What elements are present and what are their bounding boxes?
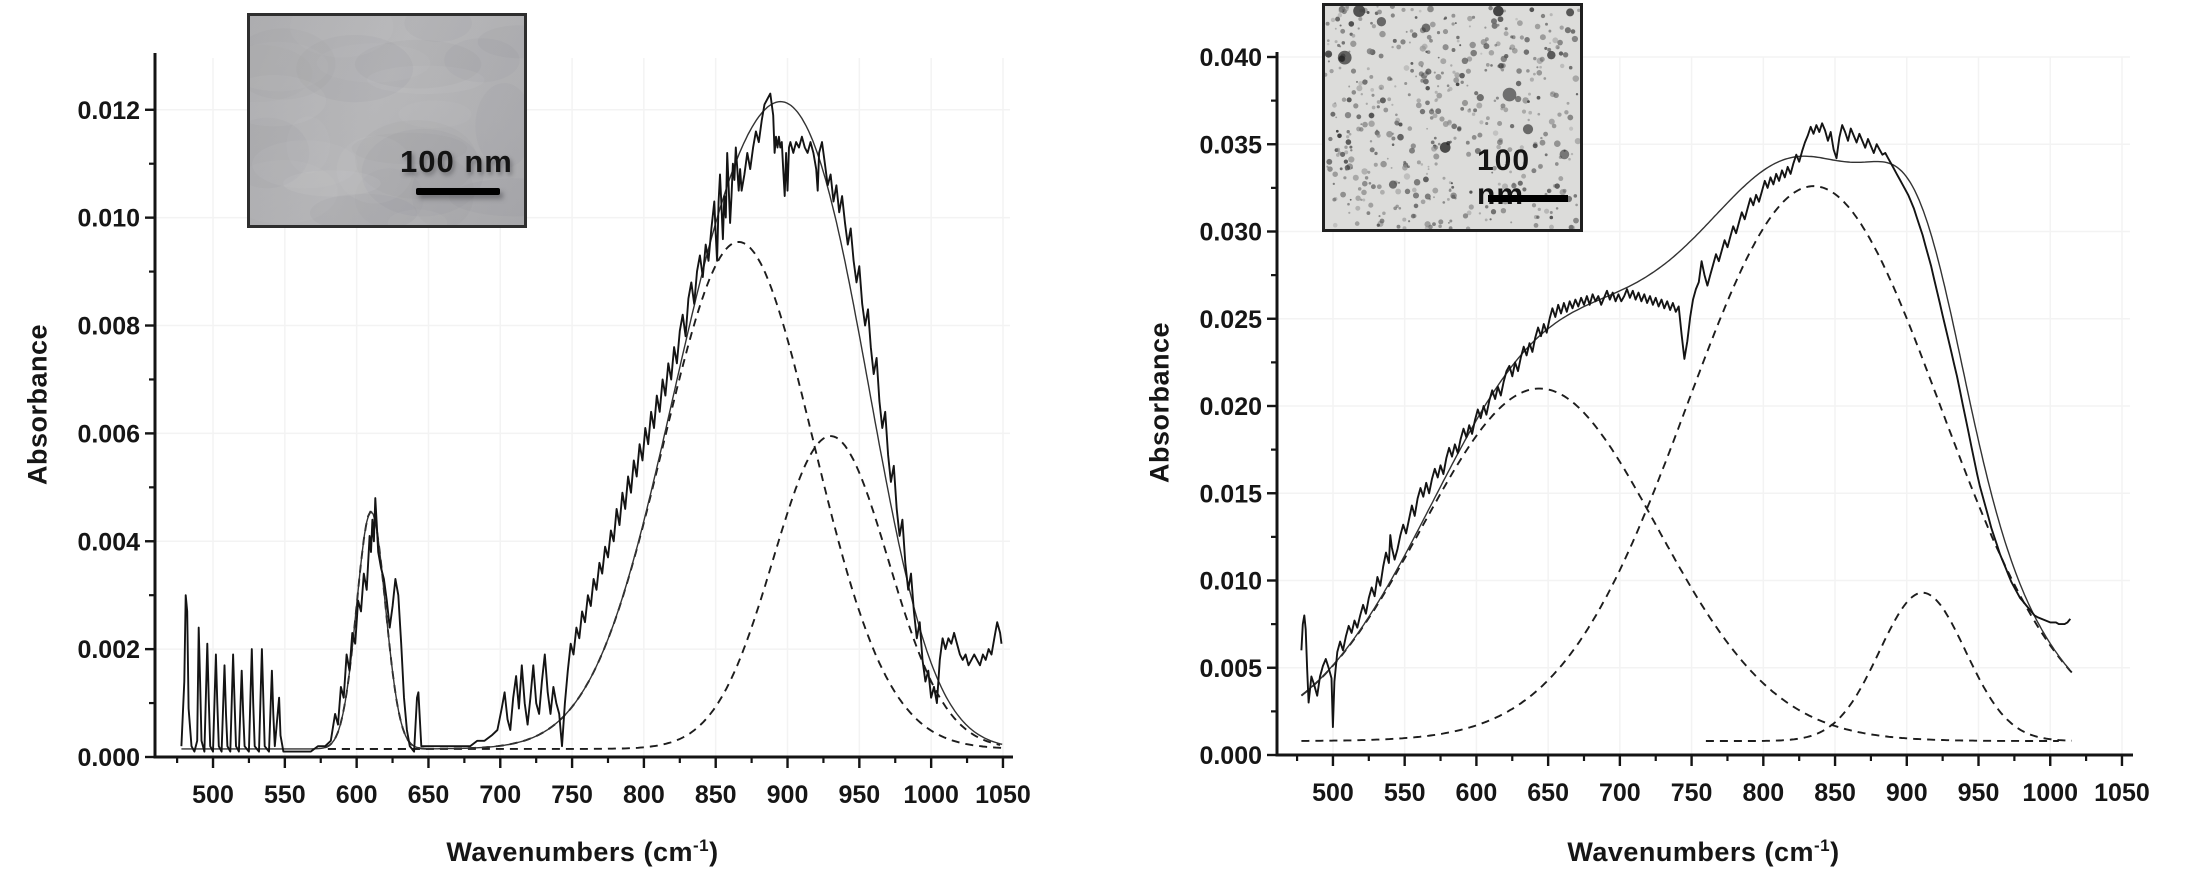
svg-text:750: 750	[1671, 779, 1713, 807]
right-inset-scale-bar	[1488, 195, 1568, 202]
svg-text:0.020: 0.020	[1199, 393, 1262, 421]
right-x-axis-title-close: )	[1830, 837, 1840, 867]
svg-text:0.002: 0.002	[77, 636, 140, 664]
left-inset-texture	[250, 16, 524, 225]
svg-text:0.040: 0.040	[1199, 44, 1262, 72]
left-inset-scale-bar	[416, 188, 500, 195]
svg-text:600: 600	[1456, 779, 1498, 807]
svg-text:0.004: 0.004	[77, 528, 140, 556]
svg-text:500: 500	[192, 781, 234, 809]
svg-text:0.012: 0.012	[77, 97, 140, 125]
svg-text:550: 550	[264, 781, 306, 809]
left-x-axis-title-close: )	[709, 837, 719, 867]
left-inset-scale-label: 100 nm	[400, 144, 513, 179]
svg-text:1050: 1050	[975, 781, 1031, 809]
svg-text:0.005: 0.005	[1199, 655, 1262, 683]
right-y-axis-title: Absorbance	[1144, 321, 1175, 484]
svg-text:600: 600	[336, 781, 378, 809]
left-inset-micrograph: 100 nm	[247, 13, 527, 228]
svg-text:650: 650	[408, 781, 450, 809]
svg-text:850: 850	[695, 781, 737, 809]
right-x-axis-title-text: Wavenumbers (cm	[1567, 837, 1814, 867]
right-x-axis-title: Wavenumbers (cm-1)	[1277, 836, 2130, 868]
left-x-axis-title: Wavenumbers (cm-1)	[155, 836, 1010, 868]
svg-text:500: 500	[1312, 779, 1354, 807]
svg-text:550: 550	[1384, 779, 1426, 807]
svg-text:950: 950	[838, 781, 880, 809]
svg-text:0.006: 0.006	[77, 420, 140, 448]
svg-text:0.000: 0.000	[77, 744, 140, 772]
right-inset-scale-label: 100 nm	[1477, 144, 1531, 211]
svg-text:0.030: 0.030	[1199, 219, 1262, 247]
right-x-axis-unit-sup: -1	[1813, 836, 1831, 855]
svg-text:0.015: 0.015	[1199, 480, 1262, 508]
svg-text:0.035: 0.035	[1199, 131, 1262, 159]
left-spectrum-chart: 500 550 600 650 700 750 800 850 900 950 1000 1050 0.…	[77, 53, 1031, 809]
svg-text:1050: 1050	[2094, 779, 2150, 807]
svg-text:1000: 1000	[2022, 779, 2078, 807]
svg-text:900: 900	[1886, 779, 1928, 807]
svg-text:700: 700	[1599, 779, 1641, 807]
svg-text:0.025: 0.025	[1199, 306, 1262, 334]
svg-text:700: 700	[479, 781, 521, 809]
svg-text:800: 800	[1742, 779, 1784, 807]
svg-text:800: 800	[623, 781, 665, 809]
svg-text:0.010: 0.010	[77, 205, 140, 233]
left-x-axis-title-text: Wavenumbers (cm	[446, 837, 693, 867]
svg-text:900: 900	[767, 781, 809, 809]
right-inset-texture	[1325, 6, 1580, 229]
svg-text:850: 850	[1814, 779, 1856, 807]
svg-text:0.000: 0.000	[1199, 742, 1262, 770]
left-y-axis-title: Absorbance	[22, 323, 53, 486]
right-spectrum-chart: 500 550 600 650 700 750 800 850 900 950 1000 1050 0.…	[1199, 44, 2150, 807]
right-inset-micrograph: 100 nm	[1322, 3, 1583, 232]
svg-text:0.010: 0.010	[1199, 568, 1262, 596]
svg-text:0.008: 0.008	[77, 313, 140, 341]
svg-text:750: 750	[551, 781, 593, 809]
svg-text:950: 950	[1958, 779, 2000, 807]
left-x-axis-unit-sup: -1	[692, 836, 710, 855]
svg-text:1000: 1000	[903, 781, 959, 809]
svg-text:650: 650	[1527, 779, 1569, 807]
